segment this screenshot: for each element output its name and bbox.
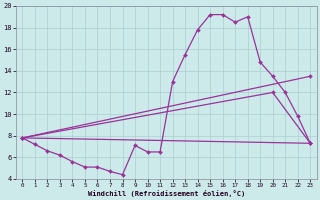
X-axis label: Windchill (Refroidissement éolien,°C): Windchill (Refroidissement éolien,°C) (88, 190, 245, 197)
